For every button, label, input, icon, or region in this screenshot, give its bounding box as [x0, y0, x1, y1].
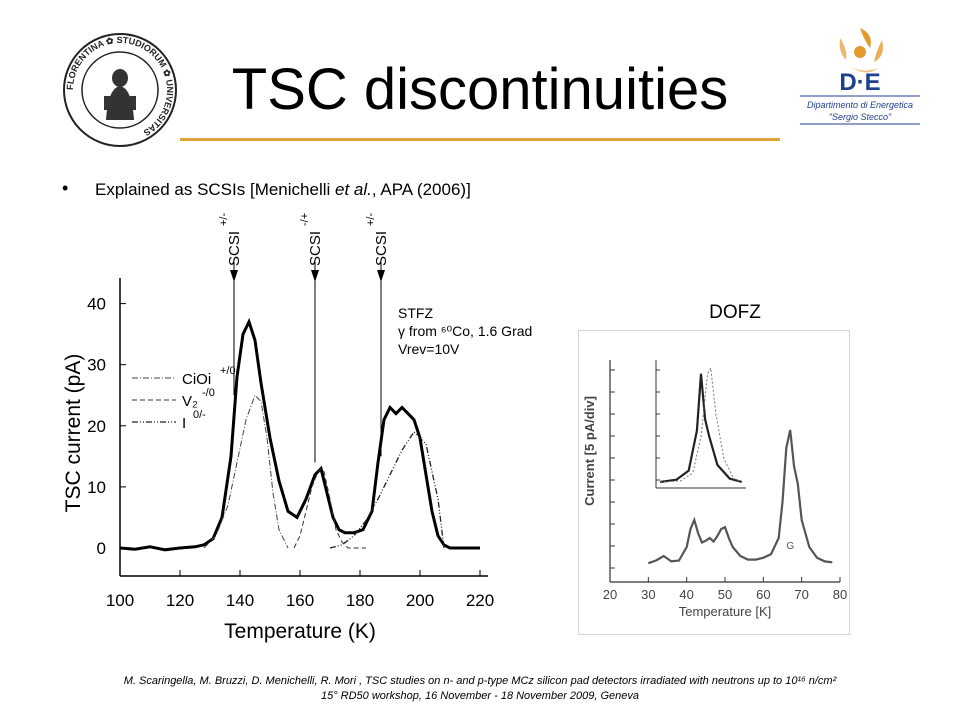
x-tick-label: 100 [106, 591, 134, 610]
dofz-x-tick-label: 50 [718, 587, 732, 602]
dofz-chart: 20 30 40 50 60 70 80 Temperature [K] Current [5 … [582, 360, 847, 619]
y-tick-label: 10 [87, 478, 106, 497]
dofz-x-tick-label: 60 [756, 587, 770, 602]
series-line-cioi [203, 394, 289, 549]
series-line-v [293, 467, 366, 549]
scsi-arrowhead [230, 270, 238, 282]
university-seal-icon: FLORENTINA ✿ STUDIORUM ✿ UNIVERSITAS [63, 33, 177, 147]
y-tick-label: 40 [87, 295, 106, 314]
dofz-x-tick-label: 70 [794, 587, 808, 602]
legend-sup: 0/- [193, 409, 206, 421]
footer-line-1: M. Scaringella, M. Bruzzi, D. Menichelli… [123, 675, 837, 687]
dofz-x-tick-label: 80 [833, 587, 847, 602]
page-title: TSC discontinuities [231, 57, 729, 122]
legend-sup: -/0 [202, 387, 215, 399]
inset-series-dotted [659, 366, 743, 483]
dofz-label: DOFZ [709, 302, 761, 323]
dofz-series-line [647, 429, 833, 565]
scsi-marker-label: SCSI [226, 231, 243, 266]
scsi-arrowhead [311, 270, 319, 282]
dofz-x-axis-label: Temperature [K] [679, 604, 772, 619]
x-tick-label: 140 [226, 591, 254, 610]
bullet-text: Explained as SCSIs [Menichelli et al., A… [95, 180, 471, 199]
legend-label: CiOi [182, 371, 211, 388]
inset-series-solid [659, 373, 743, 484]
department-logo: D·E Dipartimento di Energetica "Sergio S… [790, 22, 930, 142]
chart-annotation: γ from ⁶⁰Co, 1.6 Grad [398, 323, 532, 339]
legend-label: I [182, 415, 186, 432]
logo-mark: D·E [839, 69, 880, 96]
scsi-arrowhead [377, 270, 385, 282]
scsi-marker-sup: +/- [365, 213, 377, 226]
legend-label: V₂ [182, 393, 198, 410]
chart-annotation: Vrev=10V [398, 341, 460, 357]
series-line-i [329, 430, 445, 549]
x-tick-label: 200 [406, 591, 434, 610]
logo-line2: "Sergio Stecco" [829, 112, 892, 122]
scsi-marker-label: SCSI [373, 231, 390, 266]
scsi-marker-sup: +/- [218, 213, 230, 226]
footer-citation: M. Scaringella, M. Bruzzi, D. Menichelli… [20, 674, 940, 704]
scsi-marker-sup: -/+ [299, 213, 311, 226]
footer-line-2: 15° RD50 workshop, 16 November - 18 Nove… [320, 690, 640, 702]
dofz-y-axis-label: Current [5 pA/div] [582, 396, 597, 506]
dofz-peak-label: G [786, 541, 794, 552]
logo-line1: Dipartimento di Energetica [807, 100, 913, 110]
chart-annotation: STFZ [398, 305, 433, 321]
y-tick-label: 30 [87, 356, 106, 375]
y-tick-label: 20 [87, 417, 106, 436]
main-tsc-chart: 100 120 140 160 180 200 220 0 10 20 30 40 Temperatur… [62, 213, 532, 643]
dofz-x-tick-label: 40 [679, 587, 693, 602]
dofz-x-tick-label: 20 [603, 587, 617, 602]
x-tick-label: 180 [346, 591, 374, 610]
bullet-icon: • [62, 178, 69, 198]
x-tick-label: 220 [466, 591, 494, 610]
scsi-marker-label: SCSI [307, 231, 324, 266]
legend-sup: +/0 [220, 365, 236, 377]
dofz-figure-frame [578, 330, 850, 635]
department-logo-icon: D·E Dipartimento di Energetica "Sergio S… [800, 28, 920, 125]
x-tick-label: 160 [286, 591, 314, 610]
dofz-x-tick-label: 30 [641, 587, 655, 602]
x-axis-label: Temperature (K) [224, 620, 376, 643]
title-divider [180, 138, 780, 141]
y-axis-label: TSC current (pA) [62, 354, 85, 513]
x-tick-label: 120 [166, 591, 194, 610]
series-line-measured [119, 317, 480, 552]
y-tick-label: 0 [97, 539, 106, 558]
